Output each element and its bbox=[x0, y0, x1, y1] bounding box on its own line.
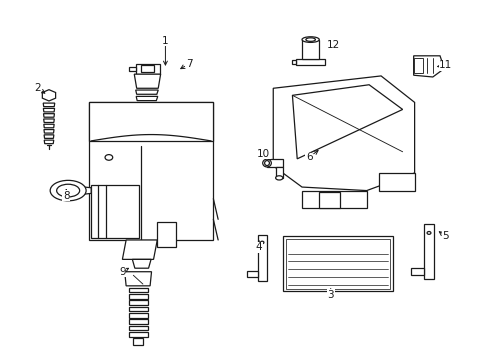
Ellipse shape bbox=[426, 231, 430, 234]
Ellipse shape bbox=[305, 38, 315, 41]
Polygon shape bbox=[128, 307, 147, 311]
Polygon shape bbox=[282, 237, 392, 291]
Polygon shape bbox=[44, 124, 54, 128]
Polygon shape bbox=[257, 235, 266, 280]
Polygon shape bbox=[128, 313, 147, 318]
Polygon shape bbox=[133, 338, 142, 346]
Polygon shape bbox=[410, 268, 424, 275]
Polygon shape bbox=[122, 240, 157, 259]
Polygon shape bbox=[91, 185, 138, 238]
Polygon shape bbox=[44, 130, 54, 133]
Polygon shape bbox=[424, 224, 433, 279]
Polygon shape bbox=[124, 272, 151, 286]
Polygon shape bbox=[78, 186, 91, 195]
Polygon shape bbox=[134, 74, 160, 88]
Polygon shape bbox=[129, 67, 136, 71]
Ellipse shape bbox=[302, 37, 319, 42]
Polygon shape bbox=[275, 167, 282, 178]
Text: 11: 11 bbox=[438, 60, 451, 70]
Polygon shape bbox=[302, 190, 366, 208]
Polygon shape bbox=[128, 294, 147, 298]
Polygon shape bbox=[132, 259, 151, 268]
Polygon shape bbox=[266, 159, 282, 167]
Polygon shape bbox=[302, 40, 319, 59]
Polygon shape bbox=[43, 103, 55, 107]
Polygon shape bbox=[137, 109, 157, 113]
Polygon shape bbox=[285, 239, 389, 289]
Text: 7: 7 bbox=[186, 59, 192, 68]
Polygon shape bbox=[42, 90, 56, 101]
Text: 9: 9 bbox=[119, 267, 125, 277]
Text: 8: 8 bbox=[63, 191, 69, 201]
Polygon shape bbox=[296, 59, 325, 65]
Ellipse shape bbox=[262, 159, 271, 167]
Polygon shape bbox=[43, 108, 55, 112]
Polygon shape bbox=[128, 288, 147, 292]
Polygon shape bbox=[128, 319, 147, 324]
Text: 3: 3 bbox=[327, 290, 333, 300]
Text: 2: 2 bbox=[34, 83, 41, 93]
Polygon shape bbox=[413, 58, 423, 73]
Polygon shape bbox=[141, 65, 154, 72]
Polygon shape bbox=[89, 102, 213, 240]
Text: 4: 4 bbox=[255, 242, 262, 252]
Polygon shape bbox=[128, 332, 147, 337]
Polygon shape bbox=[273, 76, 414, 190]
Polygon shape bbox=[136, 103, 157, 107]
Polygon shape bbox=[43, 114, 54, 117]
Polygon shape bbox=[128, 326, 147, 330]
Ellipse shape bbox=[264, 161, 269, 166]
Polygon shape bbox=[89, 102, 213, 141]
Polygon shape bbox=[292, 85, 402, 159]
Ellipse shape bbox=[50, 180, 86, 201]
Polygon shape bbox=[136, 64, 160, 74]
Polygon shape bbox=[136, 90, 158, 94]
Text: 10: 10 bbox=[257, 149, 270, 158]
Polygon shape bbox=[43, 119, 54, 122]
Polygon shape bbox=[136, 96, 158, 100]
Text: 6: 6 bbox=[305, 152, 312, 162]
Ellipse shape bbox=[105, 154, 112, 160]
Text: 1: 1 bbox=[162, 36, 168, 46]
Ellipse shape bbox=[260, 241, 264, 244]
Polygon shape bbox=[139, 115, 155, 127]
Polygon shape bbox=[44, 140, 54, 144]
Polygon shape bbox=[157, 222, 176, 247]
Polygon shape bbox=[247, 271, 257, 277]
Ellipse shape bbox=[57, 184, 80, 197]
Polygon shape bbox=[44, 135, 54, 138]
Text: 12: 12 bbox=[326, 40, 339, 50]
Ellipse shape bbox=[275, 176, 282, 180]
Text: 5: 5 bbox=[442, 231, 448, 242]
Polygon shape bbox=[292, 60, 296, 64]
Polygon shape bbox=[318, 192, 340, 208]
Polygon shape bbox=[413, 56, 442, 77]
Polygon shape bbox=[378, 173, 414, 190]
Polygon shape bbox=[128, 300, 147, 305]
